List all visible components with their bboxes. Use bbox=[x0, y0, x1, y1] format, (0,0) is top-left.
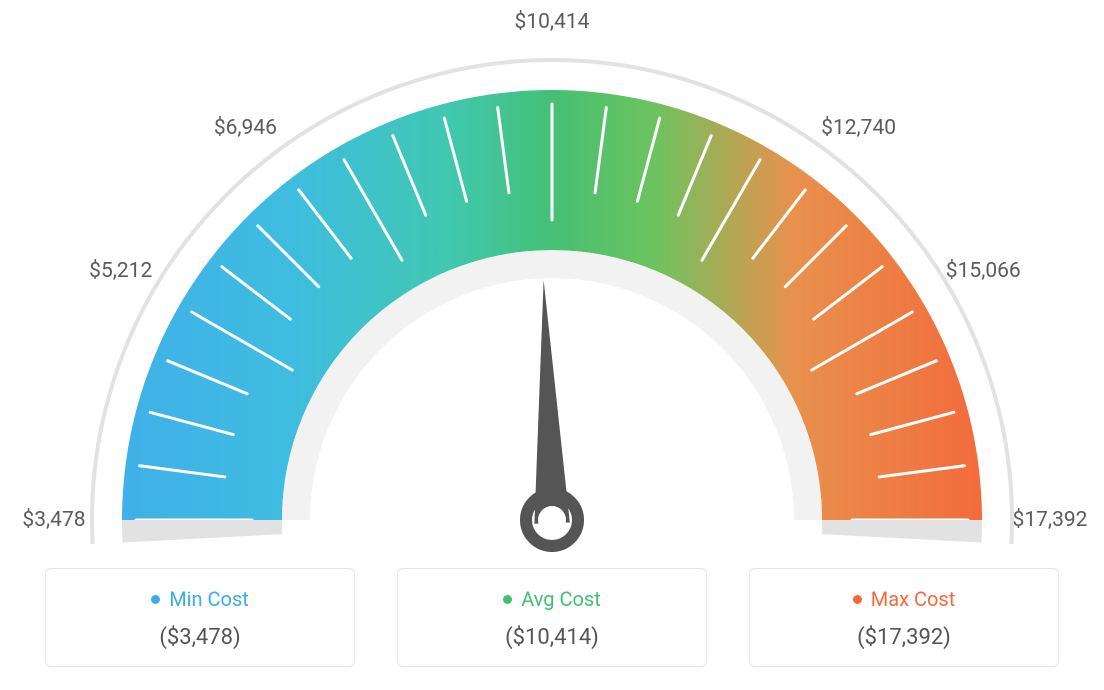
gauge-tick-label: $3,478 bbox=[22, 508, 85, 532]
gauge-tick-label: $6,946 bbox=[214, 116, 277, 140]
gauge-tick-label: $5,212 bbox=[89, 259, 152, 283]
legend-value-max: ($17,392) bbox=[760, 625, 1048, 650]
legend-title-max: Max Cost bbox=[871, 587, 956, 611]
gauge-chart: $3,478 $5,212 $6,946 $10,414 $12,740 $15,066 $… bbox=[0, 0, 1104, 560]
legend-row: Min Cost ($3,478) Avg Cost ($10,414) Max… bbox=[0, 568, 1104, 667]
legend-value-min: ($3,478) bbox=[56, 625, 344, 650]
gauge-tick-label: $10,414 bbox=[515, 10, 590, 34]
legend-title-min: Min Cost bbox=[169, 587, 249, 611]
gauge-svg bbox=[0, 0, 1104, 560]
gauge-tick-label: $12,740 bbox=[821, 116, 896, 140]
gauge-tick-label: $15,066 bbox=[946, 259, 1021, 283]
legend-dot-avg bbox=[503, 595, 512, 604]
legend-dot-max bbox=[853, 595, 862, 604]
legend-dot-min bbox=[151, 595, 160, 604]
legend-card-max: Max Cost ($17,392) bbox=[749, 568, 1059, 667]
legend-value-avg: ($10,414) bbox=[408, 625, 696, 650]
gauge-tick-label: $17,392 bbox=[1013, 508, 1088, 532]
legend-card-avg: Avg Cost ($10,414) bbox=[397, 568, 707, 667]
legend-card-min: Min Cost ($3,478) bbox=[45, 568, 355, 667]
legend-title-avg: Avg Cost bbox=[521, 587, 601, 611]
